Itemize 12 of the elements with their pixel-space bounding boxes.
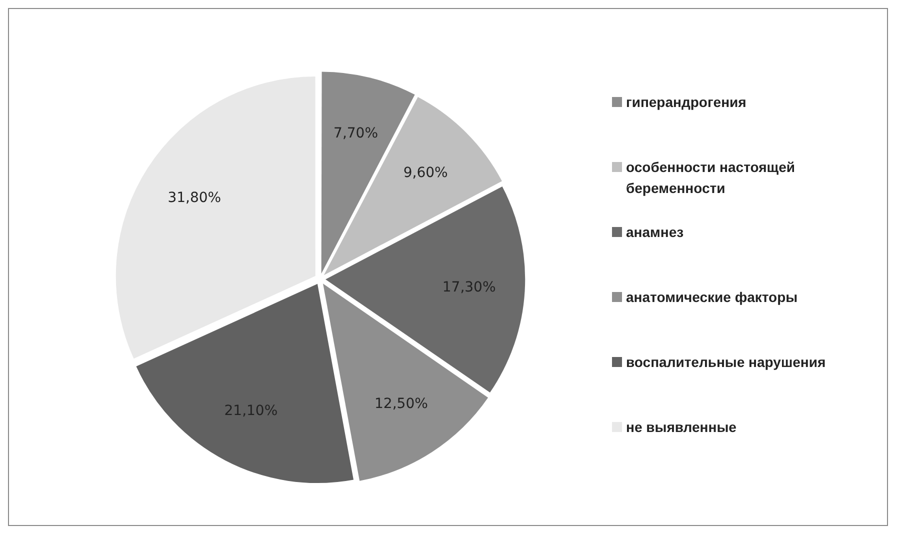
legend-label: гиперандрогения [626, 93, 746, 112]
data-label: 17,30% [442, 280, 496, 296]
data-label: 7,70% [334, 126, 378, 142]
legend-label: не выявленные [626, 418, 736, 437]
data-label: 21,10% [224, 403, 278, 420]
legend-label: анамнез [626, 223, 684, 242]
legend-label: анатомические факторы [626, 288, 798, 307]
data-label: 12,50% [374, 396, 428, 412]
legend-label: особенности настоящей беременности [626, 158, 796, 198]
data-label: 9,60% [403, 165, 448, 182]
legend-label: воспалительные нарушения [626, 353, 826, 372]
data-label: 31,80% [168, 190, 222, 206]
